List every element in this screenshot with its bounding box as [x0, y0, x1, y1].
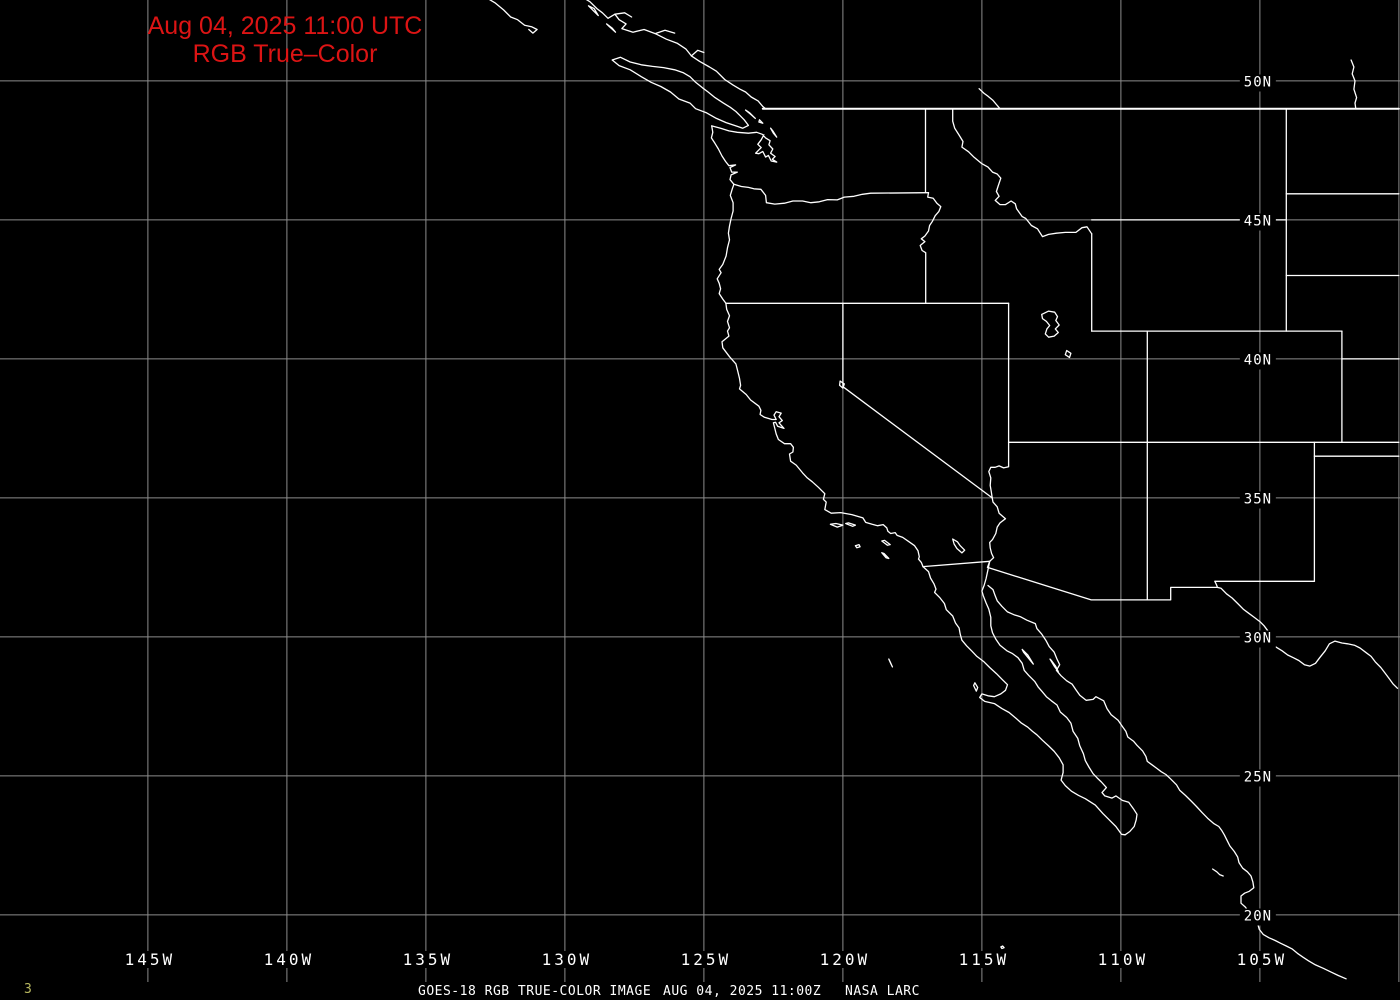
lat-tick-label: 35N [1239, 491, 1277, 509]
or-id-snake-border [919, 192, 942, 304]
canada-river-2 [1350, 59, 1358, 110]
bc-mainland-coast [585, 0, 767, 110]
image-title: Aug 04, 2025 11:00 UTC RGB True–Color [148, 12, 423, 68]
lon-tick-label: 120W [818, 950, 872, 969]
utah-lake [1064, 349, 1072, 359]
san-nicolas-island [854, 543, 861, 549]
islas-marias [1211, 868, 1224, 877]
bc-island-2 [605, 23, 617, 33]
oregon-coast [716, 183, 735, 304]
lat-tick-label: 20N [1239, 908, 1277, 926]
footer-timestamp: AUG 04, 2025 11:00Z [663, 984, 822, 999]
cedros-island [972, 682, 979, 692]
lat-tick-label: 25N [1239, 769, 1277, 787]
colorado-river-az-ca [989, 497, 1007, 562]
washington-outer-coast [710, 125, 738, 185]
salton-sea [952, 538, 966, 554]
baja-gulf-coast [981, 560, 1138, 836]
lon-tick-label: 145W [123, 950, 177, 969]
bc-fjord-1 [614, 12, 633, 18]
isla-angel-guarda [1021, 648, 1034, 665]
frame-counter: 3 [24, 982, 32, 997]
columbia-river-wa-or-border [733, 183, 930, 205]
baja-pacific-coast [922, 565, 1126, 836]
lat-tick-label: 30N [1239, 630, 1277, 648]
california-coast [721, 302, 924, 568]
haida-gwaii-coast [488, 0, 538, 34]
revillagigedo-island-2 [1000, 945, 1005, 950]
colorado-river-nv-az [988, 441, 1010, 499]
mexico-mainland-coast [987, 584, 1347, 980]
us-mexico-border-az-nm [986, 560, 1219, 601]
san-juan-islands [758, 119, 764, 124]
ca-nv-border [842, 302, 993, 499]
bc-fjord-2 [654, 29, 676, 35]
lon-tick-label: 125W [679, 950, 733, 969]
isla-tiburon [1049, 658, 1059, 673]
lat-tick-label: 50N [1239, 74, 1277, 92]
title-product: RGB True–Color [192, 40, 378, 68]
lat-tick-label: 40N [1239, 352, 1277, 370]
great-salt-lake [1041, 310, 1060, 338]
us-mexico-border-ca [922, 560, 991, 568]
whidbey-island [769, 127, 778, 138]
lon-tick-label: 115W [957, 950, 1011, 969]
bc-fjord-3 [690, 49, 705, 57]
canada-river-1 [978, 88, 1001, 110]
rio-grande-tx-border [1216, 586, 1399, 689]
lake-tahoe [838, 380, 845, 389]
lon-tick-label: 140W [262, 950, 316, 969]
lon-tick-label: 130W [540, 950, 594, 969]
lat-tick-label: 45N [1239, 213, 1277, 231]
lon-tick-label: 105W [1235, 950, 1289, 969]
bc-island-1 [587, 5, 599, 17]
vancouver-island-coast [611, 56, 750, 129]
id-mt-border [952, 108, 1093, 238]
channel-islands-north-2 [845, 522, 857, 527]
lon-tick-label: 110W [1096, 950, 1150, 969]
footer-credit: NASA LARC [845, 984, 920, 999]
nm-tx-elpaso-jog [1214, 580, 1219, 589]
strait-puget-sound-coast [711, 125, 778, 163]
channel-islands-north-1 [829, 522, 844, 528]
title-datetime: Aug 04, 2025 11:00 UTC [147, 12, 423, 40]
san-clemente-island [881, 552, 890, 560]
guadalupe-island [888, 658, 894, 668]
gulf-islands [744, 109, 756, 120]
footer-product-name: GOES-18 RGB TRUE-COLOR IMAGE [418, 984, 652, 999]
lon-tick-label: 135W [401, 950, 455, 969]
santa-catalina-island [881, 539, 891, 546]
